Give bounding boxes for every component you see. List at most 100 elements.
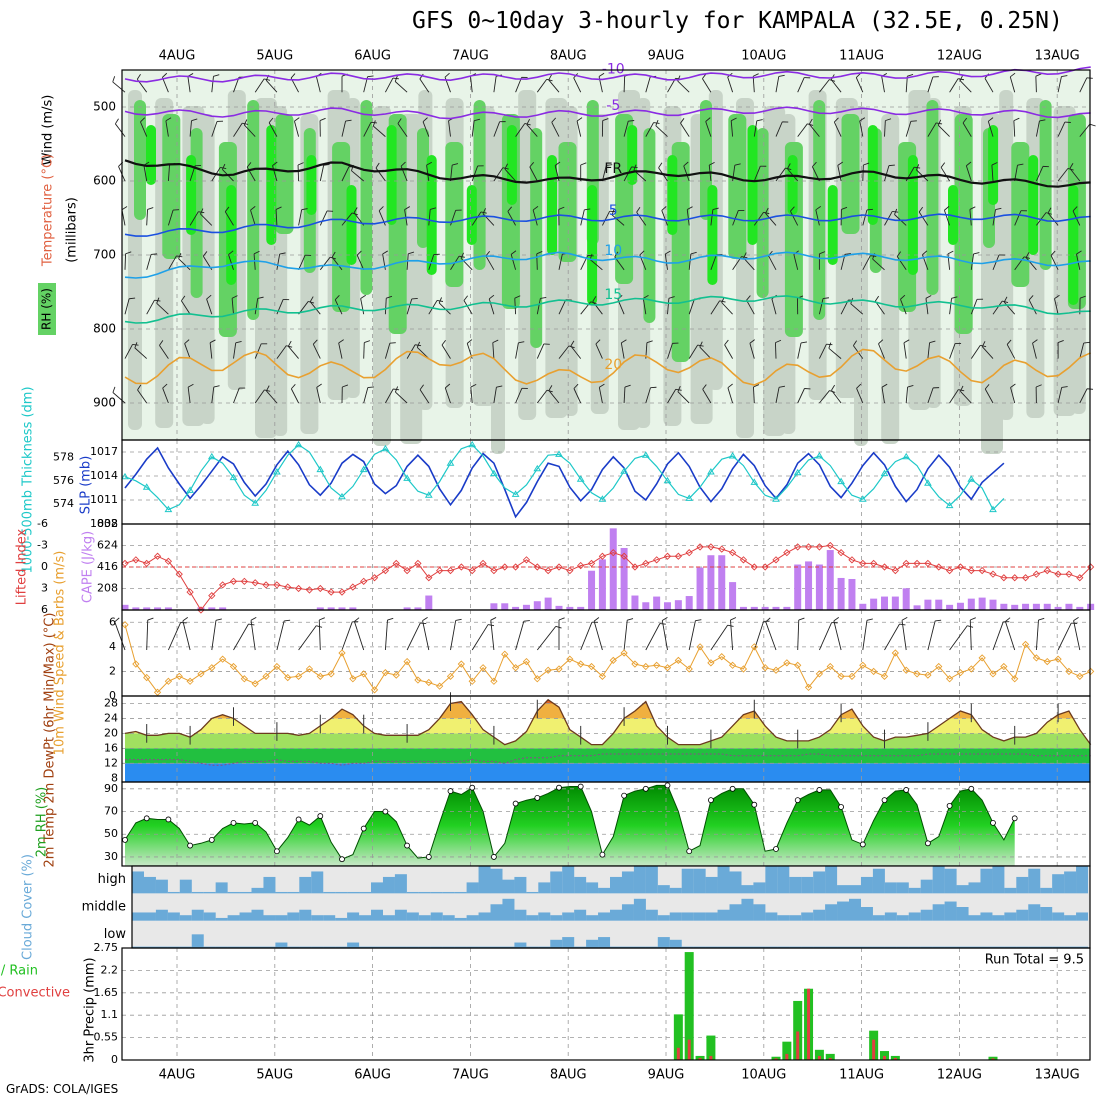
upper-wind-barb xyxy=(254,78,265,93)
upper-wind-barb xyxy=(992,254,1000,270)
upper-wind-barb xyxy=(124,298,130,315)
pressure-tick: 700 xyxy=(93,248,116,262)
cloud-cell xyxy=(167,891,180,894)
cloud-cell xyxy=(203,912,216,921)
temp-band xyxy=(125,718,1090,734)
upper-wind-barb xyxy=(834,117,839,123)
cloud-cell xyxy=(884,946,897,948)
upper-wind-barb xyxy=(710,209,714,226)
cloud-cell xyxy=(143,876,156,894)
wind-marker xyxy=(891,649,899,657)
li-marker xyxy=(468,566,476,575)
rh-marker xyxy=(382,808,389,815)
date-label-bottom: 5AUG xyxy=(256,1068,293,1083)
cloud-cell xyxy=(359,891,372,894)
rh-marker xyxy=(751,801,758,808)
upper-wind-barb xyxy=(1014,210,1022,226)
cloud-cell xyxy=(801,876,814,894)
upper-wind-barb xyxy=(768,255,777,271)
cloud-cell xyxy=(645,946,658,948)
wind-marker xyxy=(479,664,487,672)
upper-wind-barb xyxy=(984,384,990,390)
cloud-cell xyxy=(526,946,539,948)
wind-legend-label: Wind (m/s) xyxy=(41,95,56,166)
cloud-cell xyxy=(633,866,646,894)
upper-wind-barb xyxy=(853,340,858,346)
upper-wind-barb xyxy=(112,392,126,404)
upper-wind-barb xyxy=(235,340,242,344)
upper-wind-barb xyxy=(206,294,212,300)
wind-marker xyxy=(794,661,802,669)
surface-wind-barb xyxy=(455,618,462,621)
li-marker xyxy=(479,559,487,568)
wind-marker xyxy=(360,670,368,678)
wind-tick: 2 xyxy=(109,664,116,677)
upper-wind-barb xyxy=(815,206,822,211)
slp-tick: 1008 xyxy=(90,517,118,530)
wind-frame xyxy=(121,609,1091,697)
upper-wind-barb xyxy=(331,256,343,271)
rh-marker xyxy=(425,854,432,860)
rh-bright-band xyxy=(426,155,437,275)
cape-bar xyxy=(501,603,509,610)
upper-wind-barb xyxy=(1069,163,1074,169)
thickness-marker xyxy=(858,495,867,502)
cape-bar xyxy=(707,555,715,610)
temp-axis-label: 2m Temp 2m DewPt (6hr Min/Max) (°C) xyxy=(43,613,58,868)
cape-bar xyxy=(349,607,357,610)
upper-wind-barb xyxy=(702,78,712,93)
upper-wind-barb xyxy=(404,206,411,210)
upper-wind-barb xyxy=(1079,388,1088,404)
cloud-cell xyxy=(562,912,575,921)
upper-wind-barb xyxy=(367,75,374,78)
upper-wind-barb xyxy=(808,118,813,125)
cloud-axis-label: Cloud Cover (%) xyxy=(21,854,36,960)
wind-marker xyxy=(392,671,400,679)
cloud-cell xyxy=(1028,868,1041,894)
wind-marker xyxy=(859,661,867,669)
upper-wind-barb xyxy=(667,298,670,315)
upper-wind-barb xyxy=(885,118,892,122)
upper-wind-barb xyxy=(309,301,321,315)
surface-wind-barb xyxy=(1035,620,1039,651)
cloud-cell xyxy=(932,946,945,948)
surface-wind-barb xyxy=(580,622,593,651)
li-marker xyxy=(360,577,368,585)
upper-wind-barb xyxy=(470,76,473,93)
upper-wind-barb xyxy=(960,390,972,404)
cape-bar xyxy=(1065,603,1073,610)
upper-wind-barb xyxy=(290,73,296,79)
cape-bar xyxy=(219,607,227,610)
cloud-cell xyxy=(299,946,312,948)
upper-wind-barb xyxy=(548,79,560,93)
cloud-cell xyxy=(323,891,336,894)
upper-wind-barb xyxy=(866,208,873,211)
rh-gray-band xyxy=(373,106,391,446)
upper-wind-barb xyxy=(688,344,699,359)
cloud-cell xyxy=(610,946,622,948)
upper-wind-barb xyxy=(191,118,198,122)
cape-bar xyxy=(783,606,791,610)
thickness-marker xyxy=(945,501,954,509)
li-marker xyxy=(294,584,303,593)
cape-bar xyxy=(577,606,585,610)
upper-wind-barb xyxy=(661,210,668,226)
cloud-cell xyxy=(705,946,718,948)
cloud-cell xyxy=(406,891,419,894)
upper-wind-barb xyxy=(181,295,186,302)
upper-wind-barb xyxy=(702,384,707,390)
cloud-cell xyxy=(251,887,264,894)
cloud-cell xyxy=(275,915,288,921)
upper-wind-barb xyxy=(831,384,836,391)
upper-wind-barb xyxy=(504,163,508,170)
upper-wind-barb xyxy=(601,210,611,226)
cloud-cell xyxy=(490,946,503,948)
cape-bar xyxy=(913,605,921,610)
cloud-cell xyxy=(478,946,491,948)
upper-wind-barb xyxy=(1057,340,1064,344)
wind-marker xyxy=(186,677,194,685)
upper-wind-barb xyxy=(416,341,421,348)
upper-wind-barb xyxy=(620,342,625,359)
li-marker xyxy=(967,566,975,575)
rh-green-band xyxy=(360,100,373,295)
